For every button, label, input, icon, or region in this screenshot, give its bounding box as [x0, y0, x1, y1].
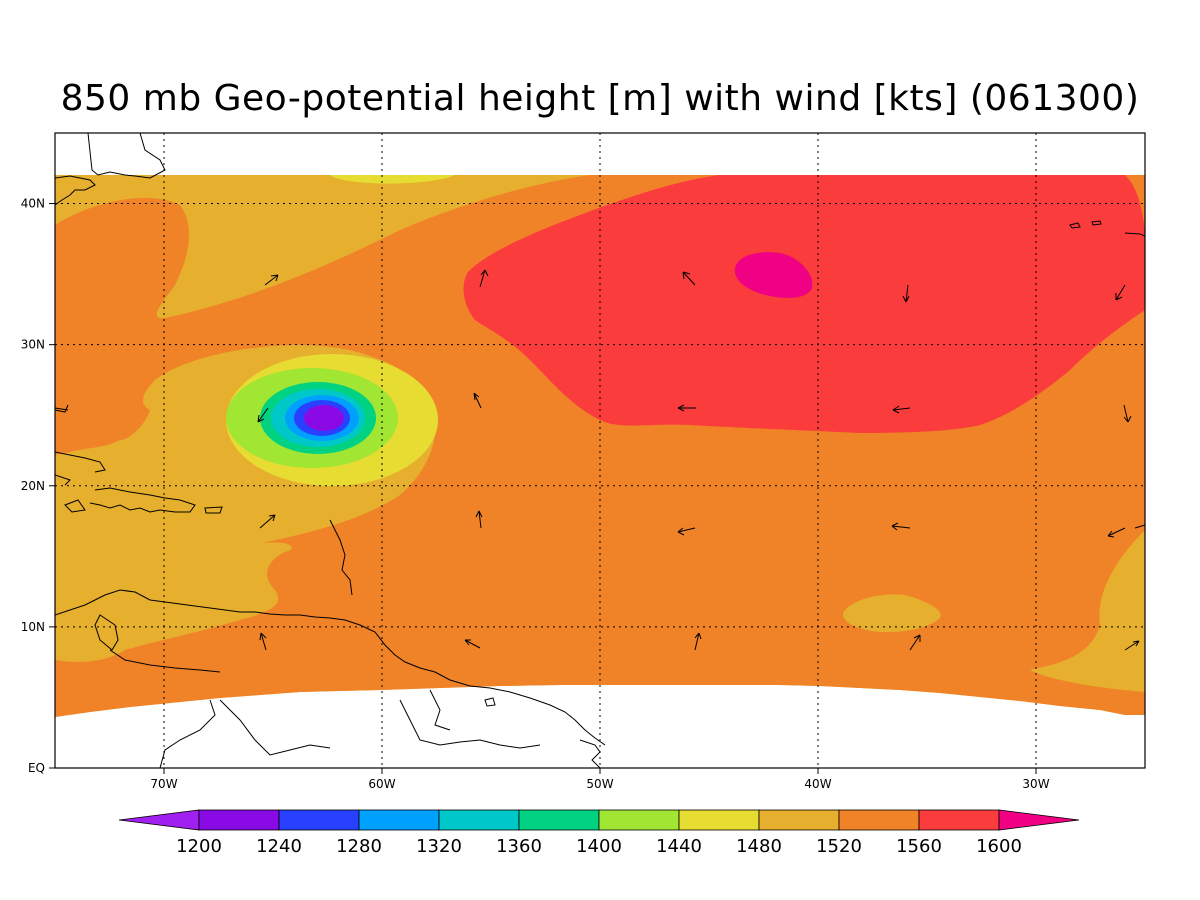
coast-border-3: [429, 689, 451, 731]
coast-azores-1: [1069, 222, 1081, 229]
wind-arrow: [259, 632, 267, 651]
colorbar-label: 1200: [176, 836, 222, 857]
colorbar-label: 1600: [976, 836, 1022, 857]
contour-fill-1600-plus: [734, 252, 813, 298]
colorbar-swatch: [918, 809, 1000, 831]
coast-new-england: [87, 133, 166, 179]
colorbar-swatch: [358, 809, 440, 831]
coast-venezuela-interior: [109, 649, 221, 673]
lon-tick-label: 60W: [368, 777, 395, 791]
coast-cuba-west: [55, 474, 71, 486]
wind-arrow: [909, 634, 921, 651]
colorbar-swatch: [438, 809, 520, 831]
colorbar-swatch: [678, 809, 760, 831]
colorbar-label: 1280: [336, 836, 382, 857]
colorbar-label: 1560: [896, 836, 942, 857]
colorbar-over-triangle: [998, 809, 1080, 831]
coast-border-2: [219, 699, 331, 756]
colorbar-swatch: [598, 809, 680, 831]
wind-arrow: [1124, 640, 1140, 651]
colorbar-under-triangle: [118, 809, 200, 831]
wind-arrow: [1115, 284, 1126, 301]
lat-tick-label: 10N: [21, 620, 45, 634]
wind-arrow: [479, 269, 489, 288]
wind-arrow: [1107, 527, 1126, 538]
colorbar-label: 1520: [816, 836, 862, 857]
coast-guyana: [399, 699, 541, 749]
lon-tick-label: 30W: [1022, 777, 1049, 791]
contour-fill-1520-patch: [842, 594, 941, 633]
map-title: 850 mb Geo-potential height [m] with win…: [60, 78, 1140, 119]
colorbar-swatch: [518, 809, 600, 831]
wind-arrow: [475, 510, 483, 529]
wind-vectors: [54, 269, 1146, 651]
colorbar-label: 1360: [496, 836, 542, 857]
colorbar-label: 1320: [416, 836, 462, 857]
coast-lake-maracaibo: [94, 614, 119, 651]
wind-arrow: [682, 271, 696, 286]
lon-tick-label: 70W: [150, 777, 177, 791]
colorbar-label: 1400: [576, 836, 622, 857]
coast-puerto-rico: [204, 506, 223, 514]
wind-arrow: [902, 284, 910, 303]
colorbar-label: 1480: [736, 836, 782, 857]
lon-tick-label: 50W: [586, 777, 613, 791]
wind-arrow: [1134, 524, 1146, 529]
wind-arrow: [892, 405, 911, 414]
graticule: [55, 133, 1145, 768]
colorbar-swatch: [838, 809, 920, 831]
coast-lesser-antilles: [329, 519, 353, 596]
wind-arrow: [677, 527, 696, 536]
lat-tick-label: EQ: [28, 761, 45, 775]
colorbar-swatch: [278, 809, 360, 831]
wind-arrow: [677, 404, 696, 412]
lon-tick-label: 40W: [804, 777, 831, 791]
axis-ticks: 70W 60W 50W 40W 30W EQ 10N 20N 30N 40N: [21, 197, 1050, 791]
wind-arrow: [891, 522, 911, 531]
contour-fill-1480-north: [330, 175, 455, 184]
plot-frame: [54, 132, 1146, 769]
coast-portugal: [1124, 232, 1145, 237]
wind-arrow: [1123, 404, 1132, 423]
contour-fill-1240: [304, 405, 344, 431]
wind-arrow: [473, 392, 482, 409]
coast-cuba: [55, 451, 106, 473]
coast-florida: [55, 404, 69, 413]
wind-arrow: [54, 407, 69, 411]
coast-us-northeast: [55, 175, 96, 206]
wind-arrow: [257, 407, 269, 423]
wind-arrow: [259, 514, 276, 529]
lat-tick-label: 30N: [21, 338, 45, 352]
colorbar-swatch: [198, 809, 280, 831]
colorbar: 1200 1240 1280 1320 1360 1400 1440 1480 1520 1560…: [118, 809, 1080, 857]
wind-arrow: [464, 639, 481, 649]
wind-arrow: [264, 274, 279, 286]
colorbar-swatch: [758, 809, 840, 831]
wind-arrow: [694, 632, 702, 651]
lat-tick-label: 20N: [21, 479, 45, 493]
coast-hispaniola: [89, 487, 196, 513]
colorbar-label: 1240: [256, 836, 302, 857]
contour-fill-1600: [463, 175, 1145, 433]
coast-island: [484, 697, 496, 707]
coast-azores-2: [1091, 220, 1102, 226]
coast-jamaica: [64, 499, 86, 513]
lat-tick-label: 40N: [21, 197, 45, 211]
colorbar-label: 1440: [656, 836, 702, 857]
coast-south-america-north: [55, 589, 606, 746]
